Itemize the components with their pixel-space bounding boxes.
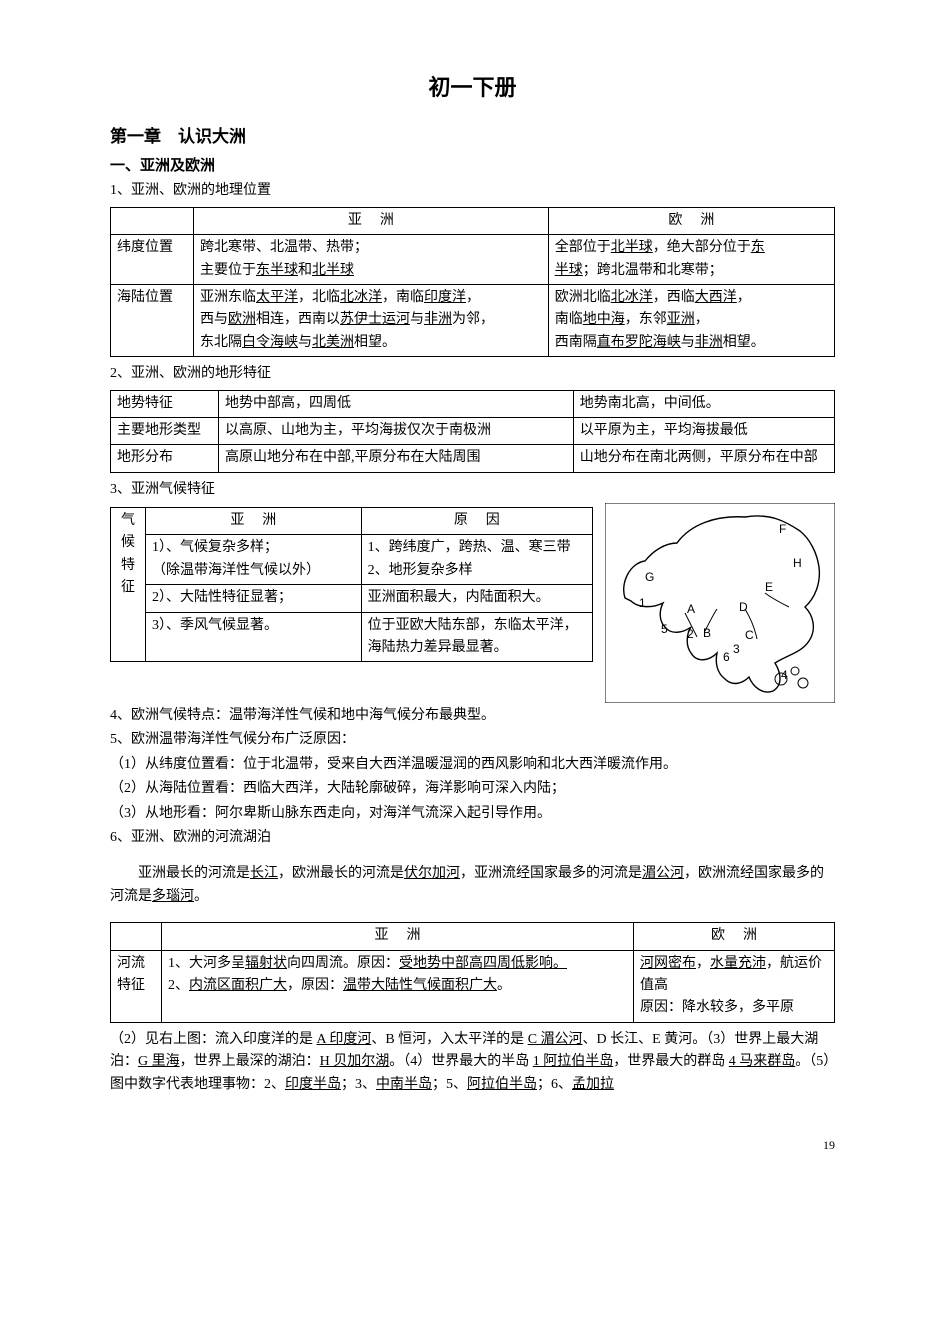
chapter-heading: 第一章 认识大洲 xyxy=(110,123,835,150)
cell-t3-asia: 高原山地分布在中部,平原分布在大陆周围 xyxy=(219,445,574,472)
svg-text:4: 4 xyxy=(781,668,788,682)
row-terrain-3: 地形分布 xyxy=(111,445,219,472)
cell-c1r: 1、跨纬度广，跨热、温、寒三带 2、地形复杂多样 xyxy=(361,535,592,585)
row-terrain-2: 主要地形类型 xyxy=(111,417,219,444)
section-heading: 一、亚洲及欧洲 xyxy=(110,154,835,178)
cell-c1a: 1）、气候复杂多样； （除温带海洋性气候以外） xyxy=(146,535,362,585)
cell-c3r: 位于亚欧大陆东部，东临太平洋， 海陆热力差异最显著。 xyxy=(361,612,592,662)
svg-text:A: A xyxy=(687,602,695,616)
svg-text:5: 5 xyxy=(661,622,668,636)
item-5-3: （3）从地形看：阿尔卑斯山脉东西走向，对海洋气流深入起引导作用。 xyxy=(110,803,835,825)
table-rivers: 亚洲 欧洲 河流特征 1、大河多呈辐射状向四周流。原因：受地势中部高四周低影响。… xyxy=(110,922,835,1023)
col-asia: 亚洲 xyxy=(194,207,549,234)
cell-c2r: 亚洲面积最大，内陆面积大。 xyxy=(361,585,592,612)
item-2: 2、亚洲、欧洲的地形特征 xyxy=(110,363,835,385)
rivers-paragraph: 亚洲最长的河流是长江，欧洲最长的河流是伏尔加河，亚洲流经国家最多的河流是湄公河，… xyxy=(110,863,835,908)
page-number: 19 xyxy=(110,1136,835,1155)
col-europe-4: 欧洲 xyxy=(634,923,835,950)
item-5: 5、欧洲温带海洋性气候分布广泛原因： xyxy=(110,729,835,751)
table-climate: 气候特征 气候特征 亚洲 原因 1）、气候复杂多样； （除温带海洋性气候以外） … xyxy=(110,507,593,662)
cell-c3a: 3）、季风气候显著。 xyxy=(146,612,362,662)
map-svg: F G H E 1 A 5 2B DC36 4 xyxy=(605,503,835,703)
svg-text:E: E xyxy=(765,580,773,594)
item-1: 1、亚洲、欧洲的地理位置 xyxy=(110,180,835,202)
cell-river-europe: 河网密布，水量充沛，航运价值高 原因：降水较多，多平原 xyxy=(634,950,835,1022)
item-3: 3、亚洲气候特征 xyxy=(110,479,835,501)
cell-t2-europe: 以平原为主，平均海拔最低 xyxy=(573,417,834,444)
cell-c2a: 2）、大陆性特征显著； xyxy=(146,585,362,612)
item-4: 4、欧洲气候特点：温带海洋性气候和地中海气候分布最典型。 xyxy=(110,705,835,727)
col-europe: 欧洲 xyxy=(548,207,834,234)
col-asia-4: 亚洲 xyxy=(162,923,634,950)
cell-sea-europe: 欧洲北临北冰洋，西临大西洋， 南临地中海，东邻亚洲， 西南隔直布罗陀海峡与非洲相… xyxy=(548,284,834,356)
cell-lat-europe: 全部位于北半球，绝大部分位于东 半球；跨北温带和北寒带； xyxy=(548,235,834,285)
blank-cell-4 xyxy=(111,923,162,950)
side-river: 河流特征 xyxy=(111,950,162,1022)
item-6: 6、亚洲、欧洲的河流湖泊 xyxy=(110,827,835,849)
col-reason: 原因 xyxy=(361,508,592,535)
svg-text:C: C xyxy=(745,628,754,642)
footer-notes: （2）见右上图：流入印度洋的是 A 印度河、B 恒河，入太平洋的是 C 湄公河、… xyxy=(110,1029,835,1096)
svg-text:G: G xyxy=(645,570,654,584)
row-terrain-1: 地势特征 xyxy=(111,390,219,417)
cell-sea-asia: 亚洲东临太平洋，北临北冰洋，南临印度洋， 西与欧洲相连，西南以苏伊士运河与非洲为… xyxy=(194,284,549,356)
svg-text:B: B xyxy=(703,626,711,640)
row-sea-label: 海陆位置 xyxy=(111,284,194,356)
svg-text:3: 3 xyxy=(733,642,740,656)
cell-river-asia: 1、大河多呈辐射状向四周流。原因：受地势中部高四周低影响。 2、内流区面积广大，… xyxy=(162,950,634,1022)
cell-t3-europe: 山地分布在南北两侧，平原分布在中部 xyxy=(573,445,834,472)
side-climate: 气候特征 气候特征 xyxy=(111,508,146,662)
svg-text:D: D xyxy=(739,600,748,614)
cell-t1-asia: 地势中部高，四周低 xyxy=(219,390,574,417)
page-title: 初一下册 xyxy=(110,70,835,105)
cell-t2-asia: 以高原、山地为主，平均海拔仅次于南极洲 xyxy=(219,417,574,444)
svg-text:2: 2 xyxy=(687,627,694,641)
cell-t1-europe: 地势南北高，中间低。 xyxy=(573,390,834,417)
svg-text:F: F xyxy=(779,522,786,536)
svg-text:H: H xyxy=(793,556,802,570)
svg-text:6: 6 xyxy=(723,650,730,664)
cell-lat-asia: 跨北寒带、北温带、热带； 主要位于东半球和北半球 xyxy=(194,235,549,285)
svg-text:1: 1 xyxy=(639,596,646,610)
blank-cell xyxy=(111,207,194,234)
col-asia-3: 亚洲 xyxy=(146,508,362,535)
asia-map: F G H E 1 A 5 2B DC36 4 xyxy=(605,503,835,703)
table-geo-position: 亚洲 欧洲 纬度位置 跨北寒带、北温带、热带； 主要位于东半球和北半球 全部位于… xyxy=(110,207,835,357)
item-5-2: （2）从海陆位置看：西临大西洋，大陆轮廓破碎，海洋影响可深入内陆； xyxy=(110,778,835,800)
item-5-1: （1）从纬度位置看：位于北温带，受来自大西洋温暖湿润的西风影响和北大西洋暖流作用… xyxy=(110,754,835,776)
row-lat-label: 纬度位置 xyxy=(111,235,194,285)
table-terrain: 地势特征 地势中部高，四周低 地势南北高，中间低。 主要地形类型 以高原、山地为… xyxy=(110,390,835,473)
